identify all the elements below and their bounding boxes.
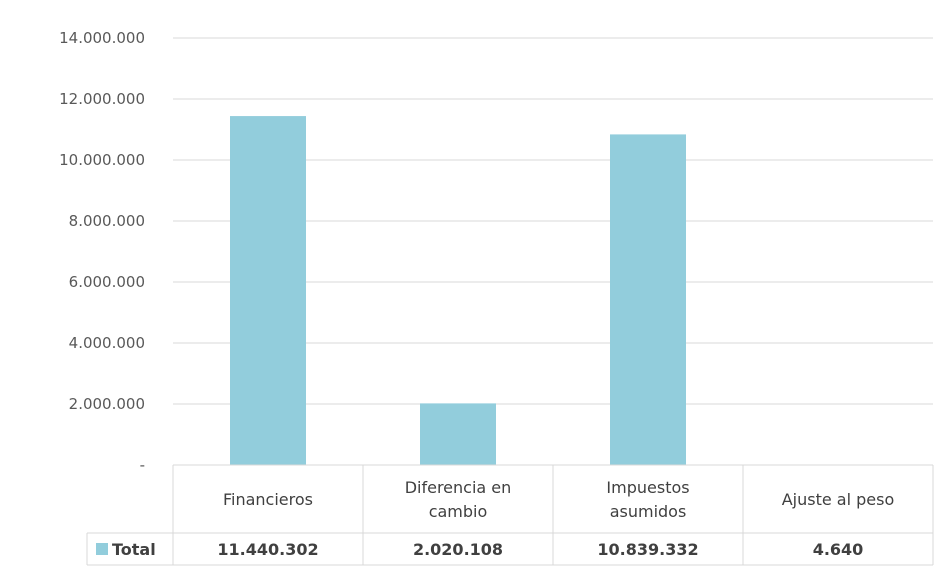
legend-swatch xyxy=(96,543,108,555)
x-tick-label: cambio xyxy=(429,502,488,521)
bar xyxy=(420,403,496,465)
y-tick-label: 12.000.000 xyxy=(59,90,145,108)
y-tick-label: - xyxy=(140,456,145,474)
data-label: 4.640 xyxy=(813,540,864,559)
y-tick-label: 2.000.000 xyxy=(69,395,145,413)
x-tick-label: Diferencia en xyxy=(405,478,512,497)
bars xyxy=(230,116,876,465)
x-tick-label: Impuestos xyxy=(606,478,689,497)
data-label: 11.440.302 xyxy=(217,540,318,559)
bar xyxy=(230,116,306,465)
bar xyxy=(610,134,686,465)
y-tick-label: 10.000.000 xyxy=(59,151,145,169)
x-tick-label: Ajuste al peso xyxy=(782,490,895,509)
data-table: Financieros Diferencia en cambio Impuestos a… xyxy=(86,464,934,566)
y-tick-label: 4.000.000 xyxy=(69,334,145,352)
x-tick-label: asumidos xyxy=(610,502,687,521)
data-label: 10.839.332 xyxy=(597,540,698,559)
y-axis: - 2.000.000 4.000.000 6.000.000 8.000.000 10.… xyxy=(59,29,145,474)
y-tick-label: 14.000.000 xyxy=(59,29,145,47)
data-label: 2.020.108 xyxy=(413,540,503,559)
legend-label: Total xyxy=(112,540,156,559)
y-tick-label: 6.000.000 xyxy=(69,273,145,291)
x-tick-label: Financieros xyxy=(223,490,313,509)
y-tick-label: 8.000.000 xyxy=(69,212,145,230)
